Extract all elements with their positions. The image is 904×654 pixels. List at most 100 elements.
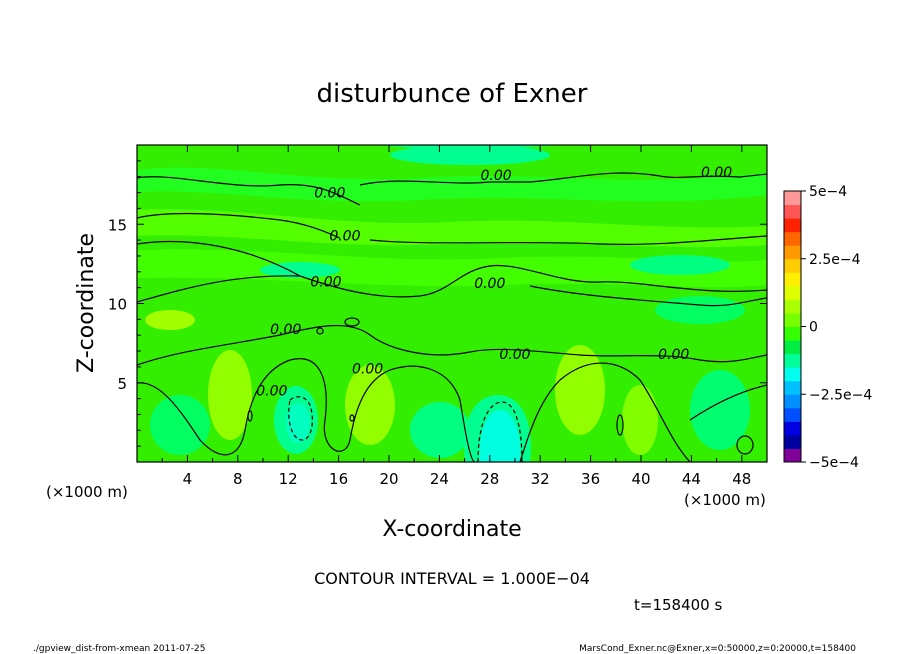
contour-label: 0.00 xyxy=(481,168,512,184)
colorbar-segment xyxy=(784,326,801,341)
field-low-12k-core xyxy=(286,403,310,443)
field-patch-c xyxy=(655,296,745,324)
field-patch-d xyxy=(630,255,730,275)
field-patch-f xyxy=(345,365,395,445)
contour-plot-area: 0.00 0.00 0.00 0.00 0.00 0.00 0.00 0.00 0.00 0.00… xyxy=(137,145,767,462)
contour-label: 0.00 xyxy=(658,347,689,363)
x-axis: 4 8 12 16 20 24 28 32 36 40 44 48 xyxy=(161,145,751,488)
x-tick-label: 8 xyxy=(233,470,243,488)
x-tick-label: 24 xyxy=(430,470,449,488)
colorbar-tick-label: 0 xyxy=(809,320,818,336)
x-tick-label: 48 xyxy=(732,470,751,488)
y-tick-label: 10 xyxy=(108,296,127,314)
x-axis-label: X-coordinate xyxy=(382,517,521,542)
colorbar-tick-label: −5e−4 xyxy=(809,455,859,471)
colorbar-segment xyxy=(784,245,801,260)
y-axis: 5 10 15 xyxy=(108,160,767,447)
colorbar-segment xyxy=(784,312,801,327)
contour-line xyxy=(369,235,767,245)
field-top-blue-2 xyxy=(390,145,550,165)
x-tick-label: 16 xyxy=(329,470,348,488)
contour-line xyxy=(137,212,341,239)
colorbar-segment xyxy=(784,299,801,314)
colorbar-segment xyxy=(784,353,801,368)
contour-line xyxy=(689,384,767,421)
colorbar-segment xyxy=(784,367,801,382)
contour-line xyxy=(359,172,767,186)
colorbar-segment xyxy=(784,204,801,219)
y-axis-label: Z-coordinate xyxy=(74,233,99,373)
contour-label: 0.00 xyxy=(256,384,287,400)
field-patches xyxy=(137,145,767,462)
contour-line-negative xyxy=(477,401,523,462)
colorbar-segment xyxy=(784,272,801,287)
field-band-upper-light xyxy=(137,167,767,202)
contour-label: 0.00 xyxy=(499,347,530,363)
contour-label: 0.00 xyxy=(310,274,341,290)
colorbar-segment xyxy=(784,380,801,395)
time-text: t=158400 s xyxy=(634,596,722,614)
x-tick-label: 12 xyxy=(279,470,298,488)
contour-loop xyxy=(736,435,754,455)
field-band-upper xyxy=(137,209,767,248)
contour-label: 0.00 xyxy=(270,322,301,338)
colorbar-segment xyxy=(784,231,801,246)
colorbar-segment xyxy=(784,407,801,422)
colorbar-segment xyxy=(784,434,801,449)
contour-loop xyxy=(247,410,253,422)
y-tick-label: 15 xyxy=(108,216,127,234)
contour-line xyxy=(529,285,767,307)
field-patch-i xyxy=(150,395,210,455)
x-tick-label: 28 xyxy=(480,470,499,488)
x-tick-label: 36 xyxy=(581,470,600,488)
colorbar-segment xyxy=(784,191,801,206)
contour-labels: 0.00 0.00 0.00 0.00 0.00 0.00 0.00 0.00 0.00 0.00… xyxy=(256,165,732,400)
contour-label: 0.00 xyxy=(329,228,360,244)
contour-label: 0.00 xyxy=(314,186,345,202)
colorbar-segment xyxy=(784,448,801,463)
contour-loop xyxy=(349,414,355,422)
colorbar-segment xyxy=(784,218,801,233)
contour-label: 0.00 xyxy=(352,361,383,377)
colorbar-segment xyxy=(784,421,801,436)
field-patch-h xyxy=(622,385,658,455)
contour-label: 0.00 xyxy=(474,276,505,292)
x-tick-label: 20 xyxy=(379,470,398,488)
contour-line xyxy=(137,358,476,462)
x-unit-label-left: (×1000 m) xyxy=(46,483,128,501)
contour-line xyxy=(137,325,767,366)
x-tick-label: 44 xyxy=(682,470,701,488)
contour-label: 0.00 xyxy=(701,165,732,181)
chart-title: disturbunce of Exner xyxy=(317,79,588,109)
contour-lines xyxy=(137,172,767,462)
y-tick-label: 5 xyxy=(117,375,127,393)
colorbar-segment xyxy=(784,258,801,273)
contour-interval-text: CONTOUR INTERVAL = 1.000E−04 xyxy=(314,569,590,588)
x-tick-label: 4 xyxy=(183,470,193,488)
field-patch-b xyxy=(145,310,195,330)
contour-line xyxy=(137,240,767,298)
colorbar-tick-label: −2.5e−4 xyxy=(809,387,872,403)
contour-loop xyxy=(344,317,360,327)
field-patch-k xyxy=(690,370,750,450)
contour-loop xyxy=(616,414,624,436)
x-unit-label-right: (×1000 m) xyxy=(684,491,766,509)
field-patch-g xyxy=(555,345,605,435)
colorbar-tick-label: 2.5e−4 xyxy=(809,252,861,268)
x-tick-label: 32 xyxy=(531,470,550,488)
field-patch-e xyxy=(208,350,252,440)
field-patch-j xyxy=(410,402,470,458)
footer-right: MarsCond_Exner.nc@Exner,x=0:50000,z=0:20… xyxy=(579,644,856,654)
colorbar-tick-label: 5e−4 xyxy=(809,184,847,200)
x-tick-label: 40 xyxy=(631,470,650,488)
footer-left: ./gpview_dist-from-xmean 2011-07-25 xyxy=(33,644,205,654)
colorbar-segment xyxy=(784,285,801,300)
colorbar: 5e−4 2.5e−4 0 −2.5e−4 −5e−4 xyxy=(783,184,872,471)
contour-line xyxy=(137,275,301,303)
contour-line xyxy=(137,176,361,206)
contour-loop xyxy=(316,327,324,335)
colorbar-segment xyxy=(784,394,801,409)
field-low-28k-core xyxy=(479,410,521,462)
colorbar-segment xyxy=(784,340,801,355)
